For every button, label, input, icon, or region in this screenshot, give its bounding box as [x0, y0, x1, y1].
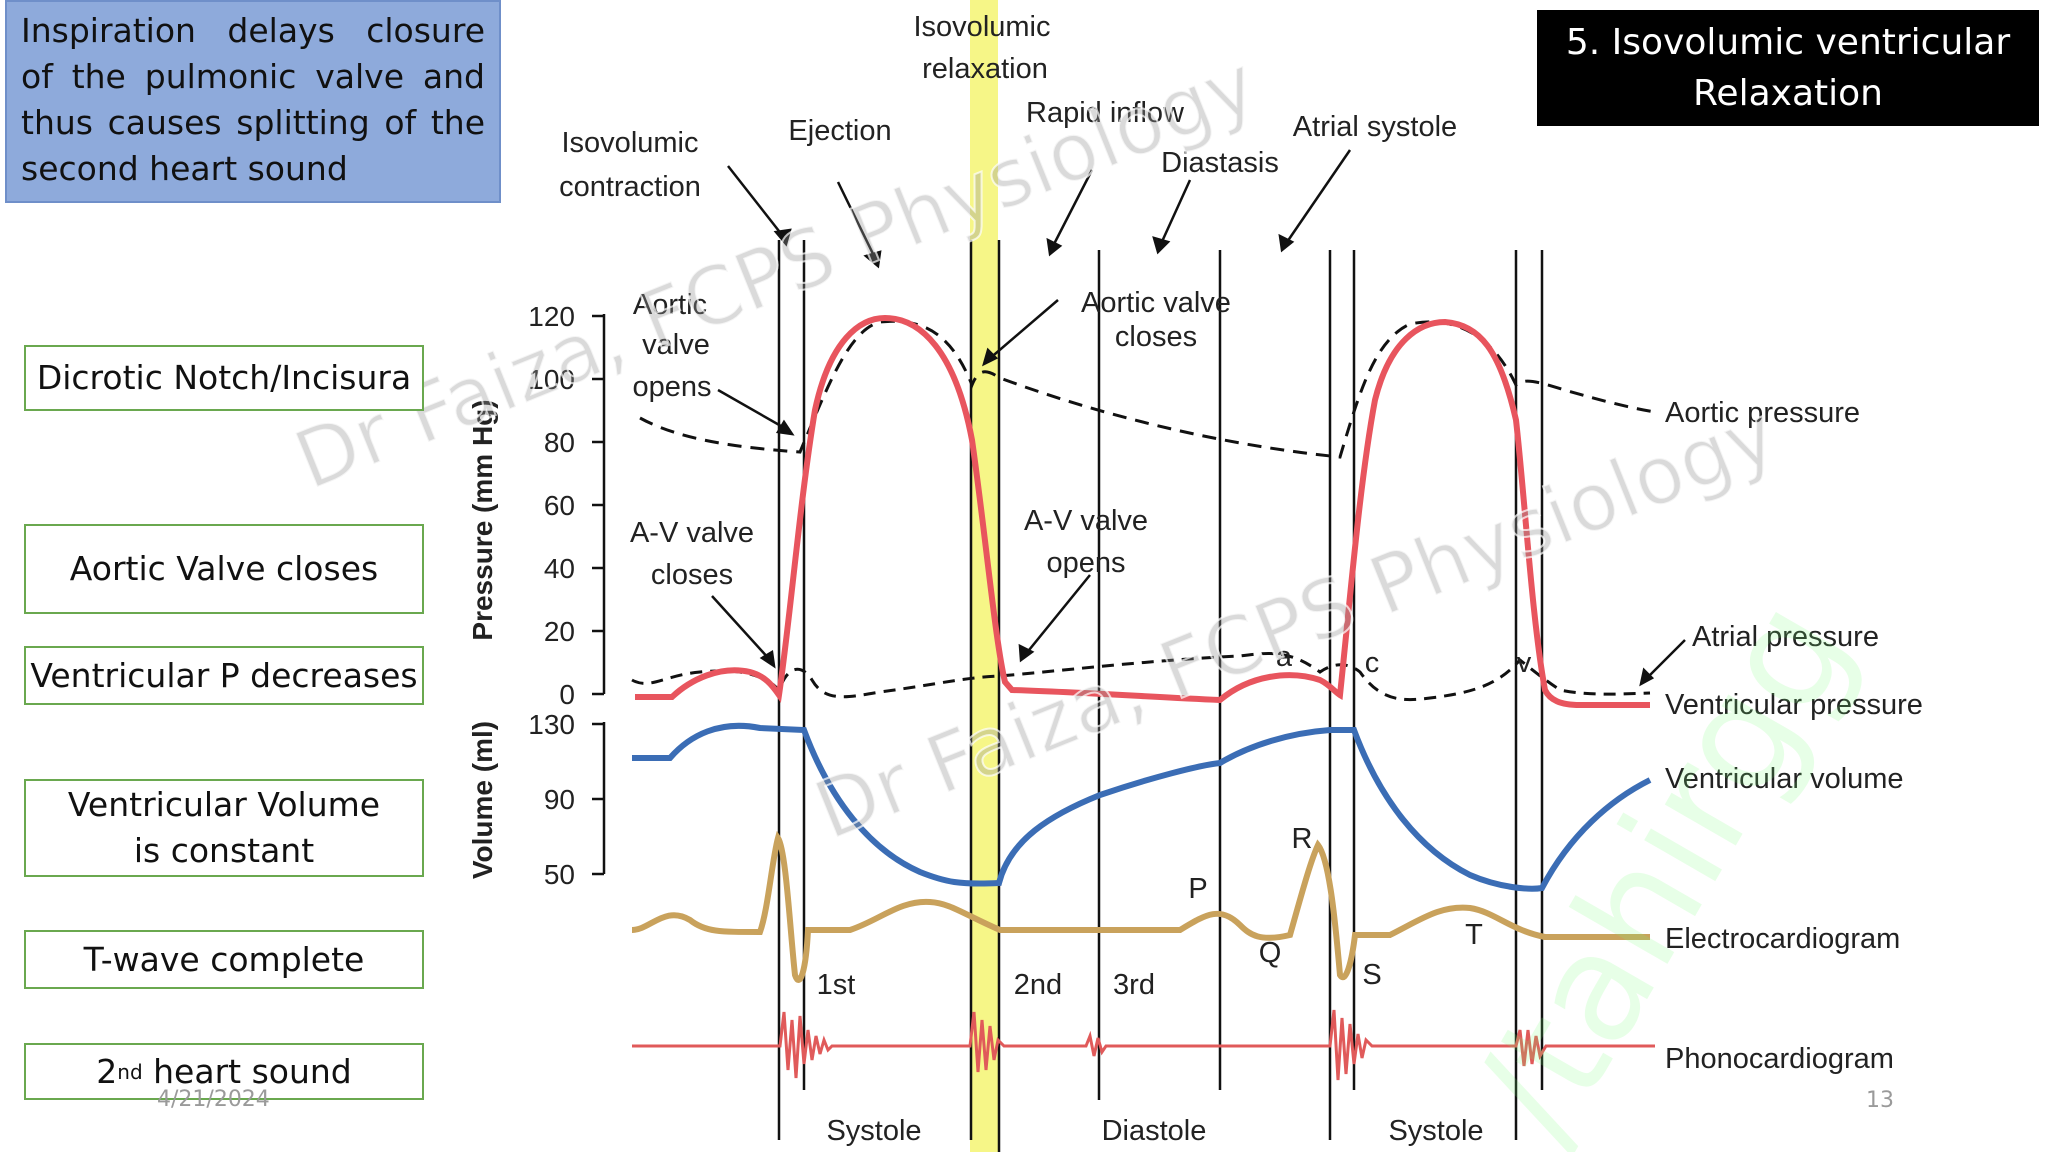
volume-tick-50: 50 — [544, 859, 575, 890]
pressure-tick-120: 120 — [528, 301, 575, 332]
annotation-arrows — [711, 149, 1686, 687]
heart-sound-number: 2 — [96, 1051, 118, 1091]
ecg-wave-r: R — [1292, 823, 1313, 855]
period-diastole: Diastole — [1102, 1115, 1207, 1147]
label-atrial-systole: Atrial systole — [1293, 111, 1457, 143]
pressure-tick-60: 60 — [544, 490, 575, 521]
volume-axis-title: Volume (ml) — [467, 721, 498, 879]
ecg-wave-q: Q — [1259, 937, 1282, 969]
volume-tick-130: 130 — [528, 709, 575, 740]
label-ventricular-p-decreases: Ventricular P decreases — [24, 646, 424, 705]
curve-label-ventricular-pressure: Ventricular pressure — [1665, 689, 1923, 721]
sound-1st: 1st — [817, 969, 856, 1001]
label-av-opens-1: A-V valve — [1024, 505, 1148, 537]
period-systole-1: Systole — [826, 1115, 921, 1147]
label-aortic-closes-1: Aortic valve — [1081, 287, 1231, 319]
curve-label-phonocardiogram: Phonocardiogram — [1665, 1043, 1894, 1075]
ecg-wave-s: S — [1362, 959, 1381, 991]
pressure-axis — [592, 314, 606, 696]
sound-2nd: 2nd — [1014, 969, 1062, 1001]
period-systole-2: Systole — [1388, 1115, 1483, 1147]
label-aortic-opens-2: valve — [642, 329, 710, 361]
ecg-wave-p: P — [1188, 873, 1207, 905]
ventricular-pressure-curve — [635, 314, 1650, 708]
curve-label-ventricular-volume: Ventricular volume — [1665, 763, 1904, 795]
pressure-tick-40: 40 — [544, 553, 575, 584]
curve-label-ecg: Electrocardiogram — [1665, 923, 1900, 955]
label-aortic-opens-3: opens — [632, 371, 711, 403]
label-isovolumic-contraction-1: Isovolumic — [562, 127, 699, 159]
phonocardiogram-curve — [632, 1009, 1655, 1081]
atrial-wave-v: v — [1517, 647, 1532, 679]
label-ejection: Ejection — [788, 115, 891, 147]
inspiration-note: Inspiration delays closure of the pulmon… — [5, 0, 501, 203]
label-ventricular-volume-constant: Ventricular Volume is constant — [24, 779, 424, 877]
volume-tick-90: 90 — [544, 784, 575, 815]
pressure-tick-20: 20 — [544, 616, 575, 647]
volume-axis — [592, 722, 606, 876]
isovolumic-relaxation-highlight — [970, 0, 998, 1152]
pressure-tick-100: 100 — [528, 364, 575, 395]
label-aortic-closes-2: closes — [1115, 321, 1197, 353]
label-rapid-inflow: Rapid inflow — [1026, 97, 1185, 129]
label-av-closes-2: closes — [651, 559, 733, 591]
slide-date: 4/21/2024 — [157, 1087, 270, 1112]
label-aortic-opens-1: Aortic — [633, 289, 707, 321]
ecg-curve — [631, 830, 1650, 983]
label-t-wave-complete: T-wave complete — [24, 930, 424, 989]
curve-label-atrial-pressure: Atrial pressure — [1692, 621, 1879, 653]
label-av-closes-1: A-V valve — [630, 517, 754, 549]
ventricular-volume-curve — [632, 722, 1652, 892]
curve-label-aortic-pressure: Aortic pressure — [1665, 397, 1860, 429]
atrial-wave-c: c — [1365, 647, 1380, 679]
heart-sound-text: heart sound — [142, 1051, 352, 1091]
label-dicrotic-notch: Dicrotic Notch/Incisura — [24, 345, 424, 411]
pressure-tick-80: 80 — [544, 427, 575, 458]
label-isovolumic-relaxation-2: relaxation — [922, 53, 1048, 85]
atrial-wave-a: a — [1276, 641, 1293, 673]
ecg-wave-t: T — [1465, 919, 1483, 951]
label-diastasis: Diastasis — [1161, 147, 1279, 179]
pressure-axis-title: Pressure (mm Hg) — [467, 399, 498, 640]
label-isovolumic-relaxation-1: Isovolumic — [914, 11, 1051, 43]
label-isovolumic-contraction-2: contraction — [559, 171, 701, 203]
label-av-opens-2: opens — [1046, 547, 1125, 579]
slide-number: 13 — [1866, 1088, 1894, 1113]
label-aortic-valve-closes: Aortic Valve closes — [24, 524, 424, 614]
pressure-tick-0: 0 — [559, 679, 575, 710]
sound-3rd: 3rd — [1113, 969, 1155, 1001]
slide-title: 5. Isovolumic ventricular Relaxation — [1537, 10, 2039, 126]
